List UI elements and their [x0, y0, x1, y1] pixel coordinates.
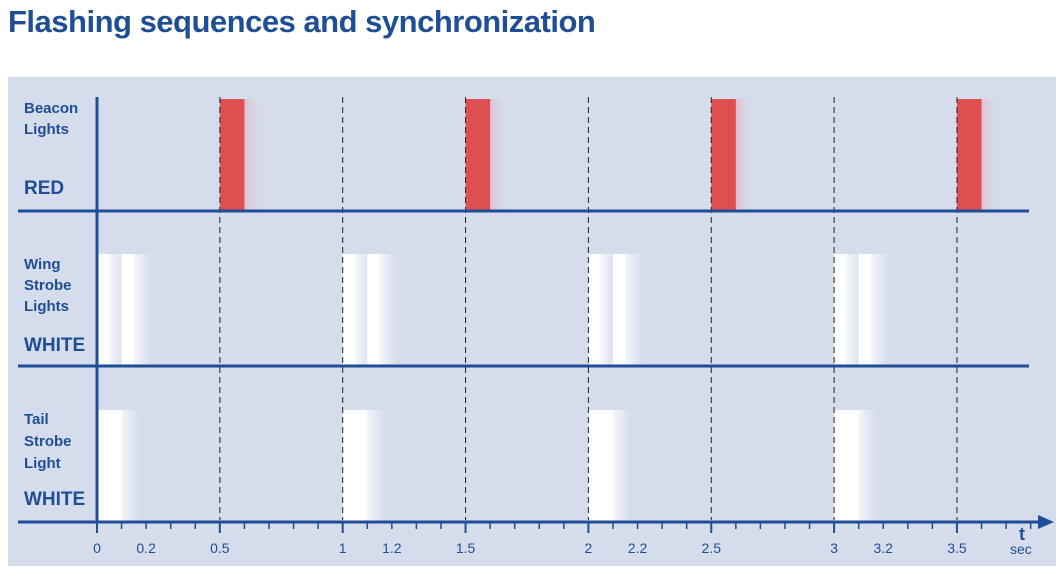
beacon-color-label: RED	[24, 178, 64, 199]
axis-letter: t	[1019, 524, 1025, 544]
pulse-glow	[133, 254, 152, 365]
tick-label: 2.5	[702, 540, 722, 556]
axis-unit: sec	[1010, 541, 1032, 557]
pulse-glow	[870, 254, 889, 365]
tick-label: 3	[830, 540, 838, 556]
pulse-wing-8	[858, 254, 871, 365]
tail-label-line-2: Strobe	[24, 433, 72, 450]
wing-label-line-2: Strobe	[24, 277, 72, 294]
tick-label: 2.2	[628, 540, 648, 556]
tick-label: 1	[339, 540, 347, 556]
pulse-tail-4	[834, 410, 859, 521]
pulse-tail-3	[588, 410, 613, 521]
pulse-beacon-3	[711, 99, 736, 210]
tail-color-label: WHITE	[24, 489, 85, 510]
tick-label: 0.5	[210, 540, 230, 556]
pulse-glow	[735, 99, 754, 210]
pulse-glow	[981, 99, 1000, 210]
wing-color-label: WHITE	[24, 335, 85, 356]
pulse-tail-1	[97, 410, 122, 521]
tick-label: 3.2	[874, 540, 894, 556]
tail-label-line-1: Tail	[24, 411, 49, 428]
pulse-glow	[244, 99, 263, 210]
tick-label: 1.2	[382, 540, 402, 556]
pulse-glow	[367, 410, 386, 521]
time-axis-arrow-icon	[1038, 515, 1054, 529]
pulse-wing-5	[588, 254, 601, 365]
pulse-glow	[490, 99, 509, 210]
pulse-beacon-2	[465, 99, 491, 210]
tick-label: 2	[585, 540, 593, 556]
beacon-label-line-1: Beacon	[24, 100, 78, 117]
tail-label-line-3: Light	[24, 455, 61, 472]
pulse-glow	[858, 410, 877, 521]
pulse-wing-7	[834, 254, 847, 365]
pulse-glow	[121, 410, 140, 521]
pulse-tail-2	[342, 410, 368, 521]
pulse-wing-2	[121, 254, 134, 365]
pulse-beacon-1	[219, 99, 245, 210]
beacon-label-line-2: Lights	[24, 121, 69, 138]
pulse-glow	[379, 254, 398, 365]
wing-label-line-1: Wing	[24, 256, 61, 273]
tick-label: 0	[93, 540, 101, 556]
tick-label: 0.2	[136, 540, 156, 556]
tick-label: 1.5	[456, 540, 476, 556]
pulse-wing-3	[342, 254, 355, 365]
pulse-glow	[625, 254, 644, 365]
pulse-wing-1	[97, 254, 110, 365]
pulse-wing-6	[612, 254, 626, 365]
pulse-beacon-4	[956, 99, 982, 210]
wing-label-line-3: Lights	[24, 298, 69, 315]
tick-label: 3.5	[947, 540, 967, 556]
page-title: Flashing sequences and synchronization	[8, 4, 596, 39]
pulse-glow	[612, 410, 631, 521]
pulse-wing-4	[367, 254, 380, 365]
